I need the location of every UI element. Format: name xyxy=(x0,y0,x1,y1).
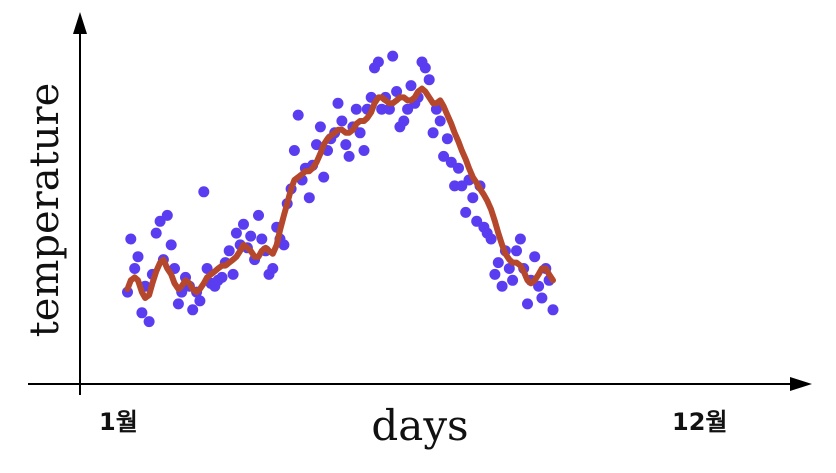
data-point xyxy=(460,206,472,218)
data-point xyxy=(350,103,362,115)
data-point xyxy=(136,307,148,319)
data-point xyxy=(507,274,519,286)
data-point xyxy=(533,280,545,292)
data-point xyxy=(172,298,184,310)
data-point xyxy=(430,103,442,115)
data-point xyxy=(278,239,290,251)
data-point xyxy=(419,62,431,74)
data-point xyxy=(387,50,399,62)
data-point xyxy=(485,233,497,245)
data-point xyxy=(332,97,344,109)
data-point xyxy=(427,127,439,139)
data-point xyxy=(354,127,366,139)
data-point xyxy=(201,263,213,274)
data-point xyxy=(303,192,315,204)
y-axis-arrowhead xyxy=(73,12,87,34)
trend-line xyxy=(124,85,556,301)
data-point xyxy=(143,316,155,328)
data-point xyxy=(267,263,279,274)
data-point xyxy=(340,139,352,151)
data-point xyxy=(514,233,526,245)
data-point xyxy=(292,109,304,121)
data-point xyxy=(216,271,228,283)
data-point xyxy=(434,115,446,127)
data-point xyxy=(314,121,326,133)
data-point xyxy=(129,263,141,274)
data-point xyxy=(372,56,384,68)
data-point xyxy=(467,192,479,204)
data-point xyxy=(343,150,355,162)
data-point xyxy=(489,268,501,280)
data-point xyxy=(438,150,450,162)
data-point xyxy=(529,251,541,263)
data-point xyxy=(187,304,199,316)
data-point xyxy=(376,103,388,115)
data-point xyxy=(132,251,144,263)
data-point xyxy=(522,298,533,310)
data-point xyxy=(536,292,548,304)
data-point xyxy=(423,74,435,86)
data-point xyxy=(161,209,173,221)
data-point xyxy=(318,171,330,183)
data-point xyxy=(311,139,322,151)
data-point xyxy=(358,145,370,156)
data-point xyxy=(391,86,403,97)
data-point xyxy=(405,80,417,92)
data-point xyxy=(253,209,264,221)
y-axis-label: temperature xyxy=(22,83,68,338)
data-point xyxy=(230,227,242,239)
x-tick-label-end: 12월 xyxy=(672,408,727,436)
data-point xyxy=(165,239,177,251)
data-point xyxy=(503,263,515,274)
data-point xyxy=(223,245,235,257)
data-point xyxy=(547,304,559,316)
data-point xyxy=(453,162,464,174)
data-point xyxy=(398,115,410,127)
data-point xyxy=(383,103,395,115)
data-point xyxy=(125,233,137,245)
data-point xyxy=(492,257,504,269)
data-point xyxy=(288,145,300,156)
data-point xyxy=(227,268,239,280)
x-axis-arrowhead xyxy=(790,377,812,391)
x-axis-label: days xyxy=(371,401,468,450)
data-point xyxy=(441,133,453,145)
data-point xyxy=(238,218,249,230)
data-point xyxy=(256,233,268,245)
data-point xyxy=(150,227,162,239)
data-point xyxy=(245,230,257,242)
data-point xyxy=(336,115,348,127)
data-point xyxy=(194,295,206,307)
x-tick-label-start: 1월 xyxy=(99,408,138,436)
data-point xyxy=(511,245,522,257)
data-point xyxy=(496,280,508,292)
data-point xyxy=(198,186,210,198)
